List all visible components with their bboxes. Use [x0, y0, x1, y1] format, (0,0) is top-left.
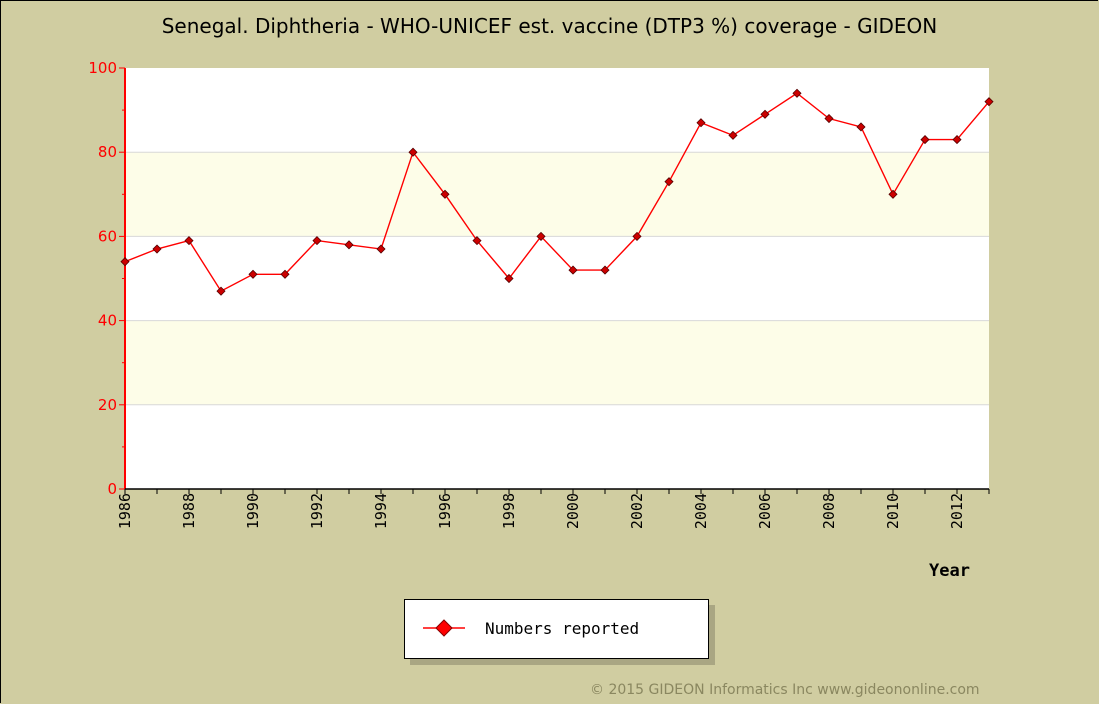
data-point — [440, 189, 450, 199]
data-point — [376, 244, 386, 254]
y-tick-label: 0 — [107, 480, 117, 498]
y-tick-label: 40 — [98, 312, 117, 330]
series-line — [124, 92, 990, 293]
x-tick-label: 2010 — [884, 493, 902, 529]
x-tick-label: 2012 — [948, 493, 966, 529]
y-tick-label: 20 — [98, 396, 117, 414]
data-point — [888, 189, 898, 199]
data-point — [280, 269, 290, 279]
data-point — [600, 265, 610, 275]
data-point — [504, 273, 514, 284]
y-tick-label: 80 — [98, 143, 117, 161]
data-point — [344, 240, 354, 250]
x-tick-label: 1990 — [244, 493, 262, 529]
data-point — [920, 135, 930, 145]
data-point — [760, 109, 770, 119]
legend: Numbers reported — [404, 599, 709, 659]
data-point — [216, 286, 226, 296]
legend-label: Numbers reported — [485, 619, 640, 638]
data-point — [472, 236, 482, 246]
data-point — [184, 236, 194, 246]
data-point — [856, 122, 866, 132]
data-point — [248, 269, 258, 279]
x-tick-label: 2008 — [820, 493, 838, 529]
data-point — [728, 130, 738, 140]
grid-band — [125, 320, 989, 405]
x-tick-label: 1992 — [308, 493, 326, 529]
data-point — [664, 177, 674, 187]
x-tick-label: 2000 — [564, 493, 582, 529]
data-point — [408, 147, 418, 157]
series-numbers-reported — [120, 88, 994, 296]
data-point — [696, 118, 706, 128]
data-point — [120, 257, 130, 267]
x-tick-label: 1996 — [436, 493, 454, 529]
data-point — [536, 231, 546, 241]
plot-area — [125, 68, 989, 489]
x-tick-label: 1998 — [500, 493, 518, 529]
x-tick-label: 1994 — [372, 493, 390, 529]
x-tick-label: 2006 — [756, 493, 774, 529]
data-point — [824, 113, 834, 124]
y-tick-label: 100 — [88, 59, 117, 77]
data-point — [792, 88, 802, 98]
grid-band — [125, 152, 989, 237]
data-point — [312, 236, 322, 246]
x-tick-label: 1986 — [116, 493, 134, 529]
data-point — [984, 97, 994, 107]
data-point — [632, 231, 642, 241]
y-axis-ticks: 0 20 40 60 80 100 — [88, 59, 125, 498]
gridlines — [125, 151, 989, 406]
data-point — [568, 265, 578, 275]
x-tick-label: 2004 — [692, 493, 710, 529]
x-axis-label: Year — [929, 561, 970, 581]
x-tick-label: 1988 — [180, 493, 198, 529]
chart-title: Senegal. Diphtheria - WHO-UNICEF est. va… — [161, 14, 938, 38]
legend-marker-icon — [423, 619, 465, 637]
copyright-text: © 2015 GIDEON Informatics Inc www.gideon… — [590, 682, 980, 698]
y-tick-label: 60 — [98, 227, 117, 245]
data-point — [952, 135, 962, 145]
data-point — [152, 244, 162, 254]
x-tick-label: 2002 — [628, 493, 646, 529]
x-axis-ticks: 1986 1988 1990 1992 1994 1996 1998 2000 2002 2004… — [116, 489, 990, 529]
plot-background — [125, 68, 989, 489]
